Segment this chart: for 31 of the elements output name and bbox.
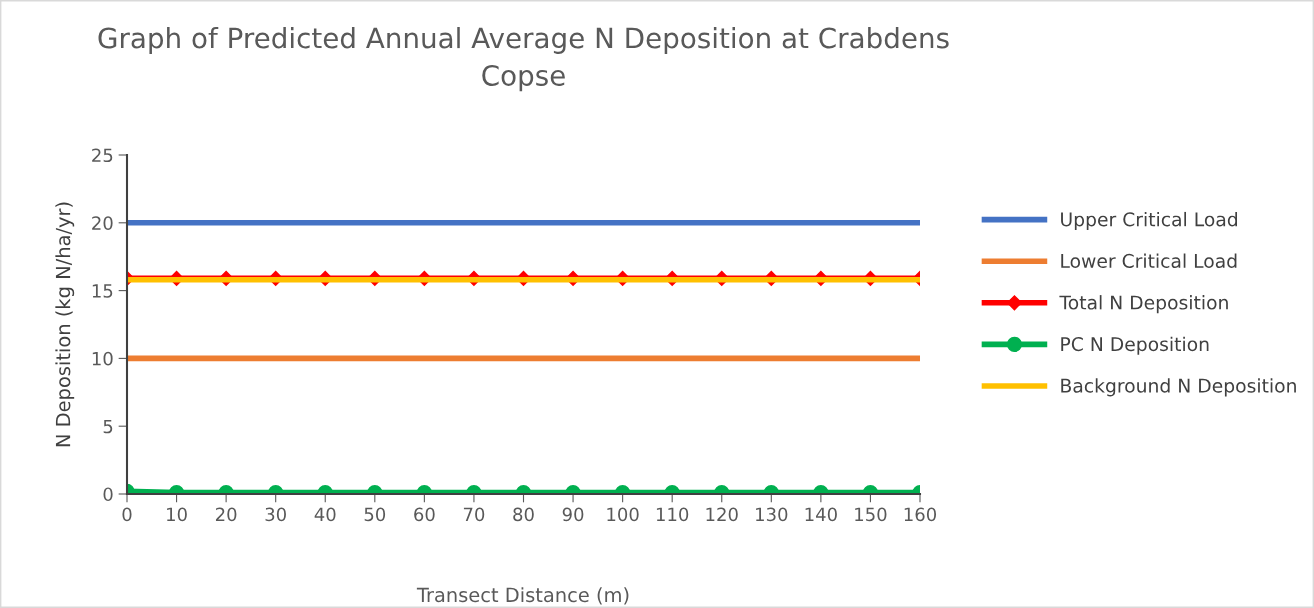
y-tick-label: 15 <box>92 284 113 298</box>
y-axis-title: N Deposition (kg N/ha/yr) <box>55 202 75 447</box>
legend-label: Lower Critical Load <box>1061 253 1237 269</box>
x-tick-label: 120 <box>706 507 738 522</box>
x-tick-label: 40 <box>314 507 336 522</box>
x-tick-label: 130 <box>756 507 788 522</box>
chart-title: Graph of Predicted Annual Average N Deposition at Crabdens Copse <box>98 27 949 92</box>
x-axis-title: Transect Distance (m) <box>416 587 629 605</box>
legend-label: Total N Deposition <box>1059 295 1228 314</box>
y-tick-label: 0 <box>103 487 113 502</box>
x-tick-label: 140 <box>805 507 837 522</box>
y-tick-label: 10 <box>92 351 113 366</box>
x-tick-label: 110 <box>656 507 689 522</box>
legend-label: PC N Deposition <box>1061 336 1209 355</box>
x-tick-label: 90 <box>562 507 584 522</box>
legend-label: Background N Deposition <box>1061 378 1296 397</box>
x-tick-label: 100 <box>607 507 639 522</box>
y-tick-label: 20 <box>92 216 113 230</box>
x-tick-label: 20 <box>215 507 237 522</box>
x-tick-label: 70 <box>463 507 485 522</box>
y-tick-label: 25 <box>92 148 113 163</box>
x-tick-label: 150 <box>855 507 887 522</box>
x-tick-label: 0 <box>122 507 132 522</box>
x-tick-label: 50 <box>364 507 386 522</box>
legend-label: Upper Critical Load <box>1061 211 1237 231</box>
x-tick-label: 30 <box>265 507 286 522</box>
x-tick-label: 80 <box>513 507 534 522</box>
y-tick-label: 5 <box>103 419 113 434</box>
x-tick-label: 160 <box>904 507 937 522</box>
x-tick-label: 10 <box>167 507 187 522</box>
x-tick-label: 60 <box>414 507 435 522</box>
